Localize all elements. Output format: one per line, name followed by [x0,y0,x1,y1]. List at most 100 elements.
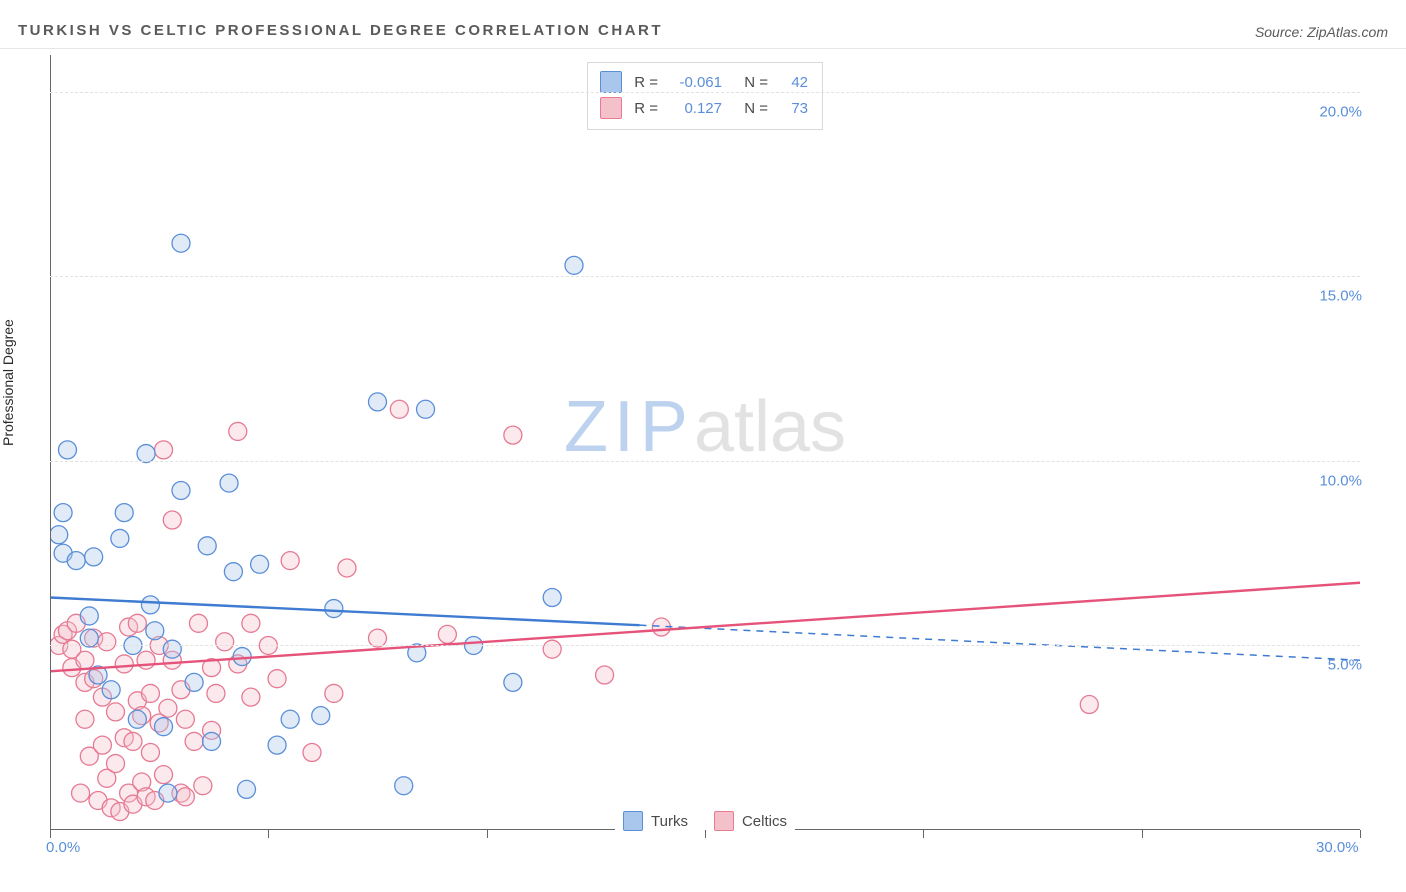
x-tick [923,830,924,838]
swatch-celtics [600,97,622,119]
data-point-celtics [504,426,522,444]
x-tick [705,830,706,838]
data-point-turks [58,441,76,459]
data-point-turks [395,777,413,795]
data-point-celtics [216,633,234,651]
chart-title: TURKISH VS CELTIC PROFESSIONAL DEGREE CO… [18,22,663,39]
data-point-celtics [155,766,173,784]
data-point-celtics [176,788,194,806]
data-point-celtics [338,559,356,577]
data-point-celtics [163,511,181,529]
swatch-celtics [714,811,734,831]
data-point-turks [102,681,120,699]
y-tick-label: 15.0% [1319,288,1362,305]
data-point-celtics [268,670,286,688]
data-point-celtics [124,732,142,750]
trend-line-extrap-turks [640,625,1361,660]
data-point-celtics [596,666,614,684]
data-point-celtics [390,400,408,418]
data-point-celtics [98,633,116,651]
data-point-turks [325,600,343,618]
data-point-celtics [229,422,247,440]
gridline-h [50,276,1360,277]
data-point-turks [111,529,129,547]
data-point-turks [80,607,98,625]
correlation-legend: R = -0.061 N = 42 R = 0.127 N = 73 [587,62,823,130]
data-point-celtics [194,777,212,795]
y-tick-label: 20.0% [1319,103,1362,120]
data-point-celtics [1080,696,1098,714]
data-point-celtics [281,552,299,570]
data-point-turks [233,648,251,666]
x-tick [50,830,51,838]
swatch-turks [600,71,622,93]
data-point-turks [163,640,181,658]
data-point-turks [172,234,190,252]
data-point-celtics [115,655,133,673]
data-point-celtics [325,684,343,702]
x-tick [1360,830,1361,838]
data-point-turks [50,526,68,544]
gridline-h [50,645,1360,646]
data-point-turks [224,563,242,581]
data-point-turks [198,537,216,555]
data-point-turks [220,474,238,492]
data-point-turks [369,393,387,411]
data-point-turks [146,622,164,640]
legend-row-celtics: R = 0.127 N = 73 [600,95,808,121]
data-point-turks [238,780,256,798]
data-point-turks [417,400,435,418]
data-point-celtics [107,755,125,773]
gridline-h [50,92,1360,93]
data-point-turks [565,256,583,274]
data-point-celtics [72,784,90,802]
data-point-celtics [185,732,203,750]
data-point-turks [203,732,221,750]
r-value-turks: -0.061 [666,74,722,91]
data-point-celtics [155,441,173,459]
x-tick-label: 0.0% [46,839,80,856]
data-point-turks [504,673,522,691]
data-point-celtics [176,710,194,728]
data-point-celtics [159,699,177,717]
data-point-turks [67,552,85,570]
data-point-celtics [76,651,94,669]
data-point-turks [85,548,103,566]
swatch-turks [623,811,643,831]
data-point-turks [268,736,286,754]
r-value-celtics: 0.127 [666,100,722,117]
data-point-celtics [107,703,125,721]
data-point-celtics [189,614,207,632]
gridline-h [50,461,1360,462]
data-point-turks [159,784,177,802]
data-point-turks [185,673,203,691]
data-point-celtics [369,629,387,647]
n-value-celtics: 73 [776,100,808,117]
data-point-turks [312,707,330,725]
data-point-celtics [93,736,111,754]
data-point-celtics [242,688,260,706]
y-tick-label: 10.0% [1319,472,1362,489]
data-point-turks [137,445,155,463]
data-point-celtics [242,614,260,632]
data-point-celtics [543,640,561,658]
data-point-turks [251,555,269,573]
data-point-turks [155,718,173,736]
data-point-celtics [303,744,321,762]
y-axis [50,55,51,830]
data-point-turks [54,504,72,522]
x-tick [1142,830,1143,838]
source-label: Source: ZipAtlas.com [1255,24,1388,40]
data-point-turks [543,589,561,607]
x-tick [268,830,269,838]
x-tick [487,830,488,838]
y-tick-label: 5.0% [1328,657,1362,674]
y-axis-label: Professional Degree [0,319,16,446]
data-point-celtics [76,710,94,728]
data-point-celtics [137,651,155,669]
x-tick-label: 30.0% [1316,839,1359,856]
data-point-celtics [141,684,159,702]
data-point-turks [128,710,146,728]
data-point-celtics [128,614,146,632]
data-point-turks [115,504,133,522]
